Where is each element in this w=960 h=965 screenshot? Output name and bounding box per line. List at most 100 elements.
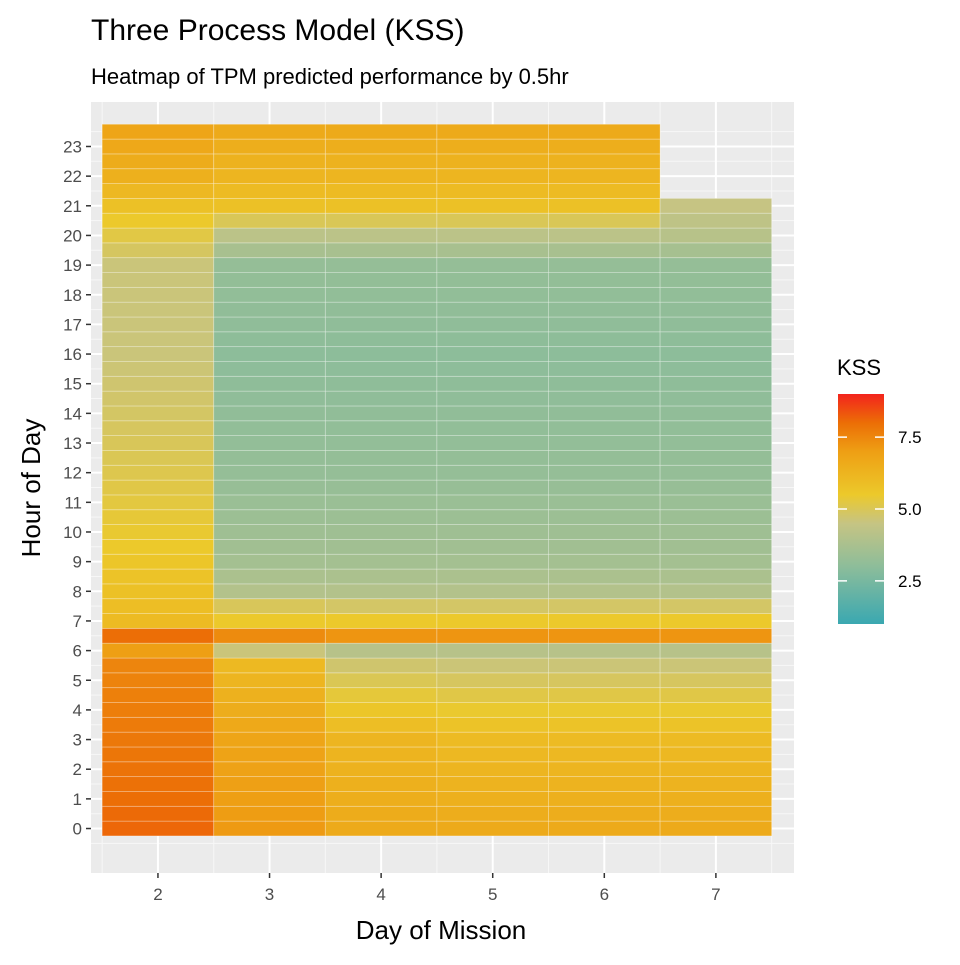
heat-tile <box>213 123 326 140</box>
heat-tile <box>101 494 215 511</box>
heat-tile <box>213 316 326 333</box>
heat-tile <box>324 405 438 422</box>
heat-tile <box>324 731 438 748</box>
heat-tile <box>101 435 215 451</box>
heat-tile <box>659 687 773 703</box>
heat-tile <box>548 479 661 496</box>
heat-tile <box>548 346 661 362</box>
heat-tile <box>659 494 773 511</box>
heat-tile <box>324 494 438 511</box>
heat-tile <box>324 464 438 481</box>
heat-tile <box>324 420 438 437</box>
heat-tile <box>101 746 215 763</box>
heat-tile <box>101 375 215 392</box>
heat-tile <box>101 761 215 778</box>
heat-tile <box>213 450 326 466</box>
heat-tile <box>436 331 549 348</box>
heat-tile <box>324 316 438 333</box>
heat-tile <box>659 257 773 273</box>
heat-tile <box>659 642 773 659</box>
heat-tile <box>324 702 438 718</box>
heat-tile <box>548 568 661 585</box>
heat-tile <box>101 716 215 733</box>
heat-tile <box>101 657 215 674</box>
heat-tile <box>213 435 326 451</box>
heat-tile <box>324 509 438 525</box>
heat-tile <box>101 197 215 214</box>
heat-tile <box>548 450 661 466</box>
heat-tile <box>659 464 773 481</box>
heat-tile <box>659 805 773 822</box>
heat-tile <box>101 346 215 362</box>
heat-tile <box>213 227 326 244</box>
heat-tile <box>659 613 773 629</box>
heat-tile <box>213 212 326 229</box>
heat-tile <box>659 716 773 733</box>
y-tick-label: 1 <box>73 790 82 809</box>
heat-tile <box>101 390 215 407</box>
heat-tile <box>659 791 773 807</box>
heat-tile <box>659 479 773 496</box>
heat-tile <box>436 361 549 377</box>
heat-tile <box>548 687 661 703</box>
heat-tile <box>659 316 773 333</box>
heat-tile <box>101 598 215 614</box>
legend: KSS 2.5 5.0 7.5 <box>837 355 922 624</box>
heat-tile <box>436 153 549 170</box>
heat-tile <box>213 375 326 392</box>
heat-tile <box>659 538 773 555</box>
heat-tile <box>101 642 215 659</box>
heat-tile <box>324 583 438 600</box>
heat-tile <box>548 197 661 214</box>
heat-tile <box>101 776 215 792</box>
x-tick-label: 4 <box>376 885 385 904</box>
heat-tile <box>324 390 438 407</box>
heat-tile <box>548 331 661 348</box>
y-tick-label: 11 <box>64 493 82 512</box>
heat-tile <box>659 390 773 407</box>
heat-tile <box>213 405 326 422</box>
y-tick-label: 4 <box>73 701 82 720</box>
heat-tile <box>213 776 326 792</box>
heat-tile <box>213 553 326 570</box>
heat-tile <box>324 791 438 807</box>
heat-tile <box>324 553 438 570</box>
heat-tile <box>213 197 326 214</box>
legend-tick-label: 5.0 <box>898 500 922 519</box>
heat-tile <box>436 301 549 318</box>
heat-tile <box>548 583 661 600</box>
heat-tile <box>213 361 326 377</box>
heat-tile <box>548 672 661 689</box>
heat-tile <box>436 272 549 288</box>
heat-tile <box>324 197 438 214</box>
heat-tile <box>436 183 549 199</box>
heat-tile <box>213 598 326 614</box>
heat-tile <box>548 405 661 422</box>
y-tick-label: 0 <box>73 820 82 839</box>
heat-tile <box>101 553 215 570</box>
heat-tile <box>324 227 438 244</box>
heat-tile <box>548 286 661 303</box>
heat-tile <box>324 301 438 318</box>
heat-tile <box>659 361 773 377</box>
heat-tile <box>548 776 661 792</box>
heat-tile <box>101 464 215 481</box>
heat-tile <box>101 524 215 540</box>
heat-tile <box>213 702 326 718</box>
legend-tick-label: 2.5 <box>898 572 922 591</box>
heat-tile <box>436 123 549 140</box>
heat-tile <box>548 464 661 481</box>
y-tick-label: 2 <box>73 760 82 779</box>
heat-tile <box>324 672 438 689</box>
heat-tile <box>548 791 661 807</box>
y-tick-label: 6 <box>73 642 82 661</box>
heat-tile <box>213 420 326 437</box>
heat-tile <box>659 702 773 718</box>
heat-tile <box>436 613 549 629</box>
heat-tile <box>548 435 661 451</box>
heat-tile <box>213 568 326 585</box>
heat-tile <box>324 538 438 555</box>
heat-tile <box>548 509 661 525</box>
heat-tile <box>101 479 215 496</box>
